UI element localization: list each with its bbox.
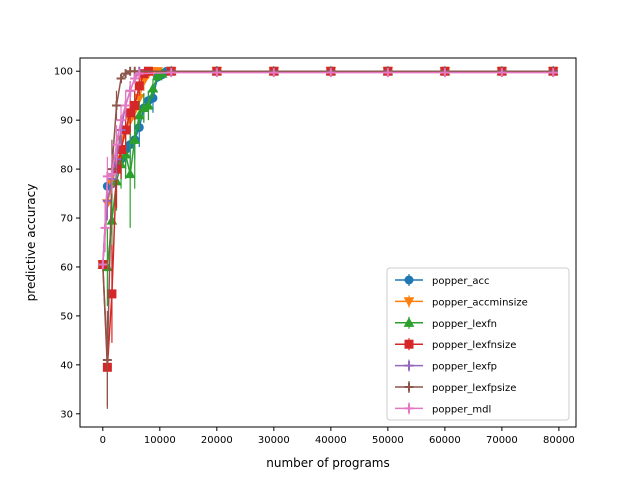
x-tick-label: 40000 (315, 435, 347, 446)
data-point (107, 169, 117, 179)
data-point (121, 100, 131, 110)
x-tick-label: 30000 (258, 435, 290, 446)
data-point (130, 100, 140, 110)
x-axis-label: number of programs (266, 456, 390, 470)
y-tick-label: 70 (60, 214, 73, 225)
x-tick-label: 50000 (372, 435, 404, 446)
data-point (133, 109, 145, 120)
y-axis-ticks: 30 40 50 60 70 80 90 100 (54, 67, 80, 420)
legend: popper_acc popper_accminsize popper_lexfnp… (386, 267, 570, 421)
legend-marker (404, 403, 414, 413)
legend-marker (404, 382, 414, 392)
x-tick-label: 70000 (486, 435, 518, 446)
plot-frame (79, 57, 577, 428)
legend-item: popper_accminsize (395, 295, 528, 308)
legend-item: popper_mdl (395, 402, 491, 415)
series-popper-mdl (98, 68, 558, 270)
data-point (326, 68, 336, 78)
data-point (107, 289, 117, 299)
y-axis-label: predictive accuracy (24, 184, 38, 302)
data-point (98, 260, 108, 270)
legend-marker (404, 275, 414, 285)
legend-marker (404, 339, 414, 349)
data-point (102, 355, 112, 365)
data-point (147, 82, 159, 93)
x-tick-label: 10000 (144, 435, 176, 446)
legend-marker (404, 361, 414, 371)
y-tick-label: 60 (60, 262, 73, 273)
legend-label: popper_acc (432, 276, 490, 287)
data-point (111, 100, 121, 110)
data-point (111, 140, 121, 150)
x-tick-label: 0 (100, 435, 106, 446)
data-point (116, 115, 126, 125)
data-point (125, 108, 135, 118)
data-point (124, 168, 136, 179)
x-tick-label: 60000 (429, 435, 461, 446)
data-point (121, 69, 131, 79)
y-tick-label: 90 (60, 116, 73, 127)
legend-box (386, 267, 570, 421)
y-tick-label: 50 (60, 311, 73, 322)
y-tick-label: 80 (60, 165, 73, 176)
legend-item: popper_acc (395, 274, 490, 287)
data-point (130, 74, 140, 84)
data-point (125, 86, 135, 96)
data-point (100, 223, 110, 233)
legend-marker (403, 317, 415, 327)
data-point (143, 99, 154, 110)
series-line (102, 70, 554, 360)
legend-label: popper_lexfpsize (432, 383, 516, 394)
data-point (497, 68, 507, 78)
legend-item: popper_lexfp (395, 359, 497, 373)
plot-series-layer (97, 65, 559, 409)
legend-item: popper_lexfn (395, 316, 497, 330)
x-tick-label: 80000 (543, 435, 575, 446)
data-point (383, 68, 393, 78)
data-point (166, 68, 176, 78)
data-point (134, 69, 144, 79)
data-point (129, 134, 141, 144)
legend-item: popper_lexfnsize (395, 338, 516, 351)
legend-label: popper_mdl (432, 404, 491, 415)
data-point (134, 81, 144, 91)
legend-label: popper_lexfnsize (432, 340, 516, 351)
y-tick-label: 30 (60, 409, 73, 420)
data-point (102, 196, 112, 206)
legend-label: popper_lexfn (432, 319, 497, 330)
legend-marker (403, 297, 415, 307)
x-axis-ticks: 0 10000 20000 30000 40000 50000 60000 70000 8000… (100, 427, 575, 446)
legend-label: popper_lexfp (432, 362, 497, 373)
x-tick-label: 20000 (201, 435, 233, 446)
data-point (212, 68, 222, 78)
data-point (269, 68, 279, 78)
y-tick-label: 100 (54, 67, 73, 78)
legend-label: popper_accminsize (432, 297, 528, 308)
y-tick-label: 40 (60, 360, 73, 371)
data-point (116, 74, 126, 84)
data-point (440, 68, 450, 78)
data-point (548, 68, 558, 78)
data-point (102, 171, 112, 181)
legend-item: popper_lexfpsize (395, 381, 516, 394)
